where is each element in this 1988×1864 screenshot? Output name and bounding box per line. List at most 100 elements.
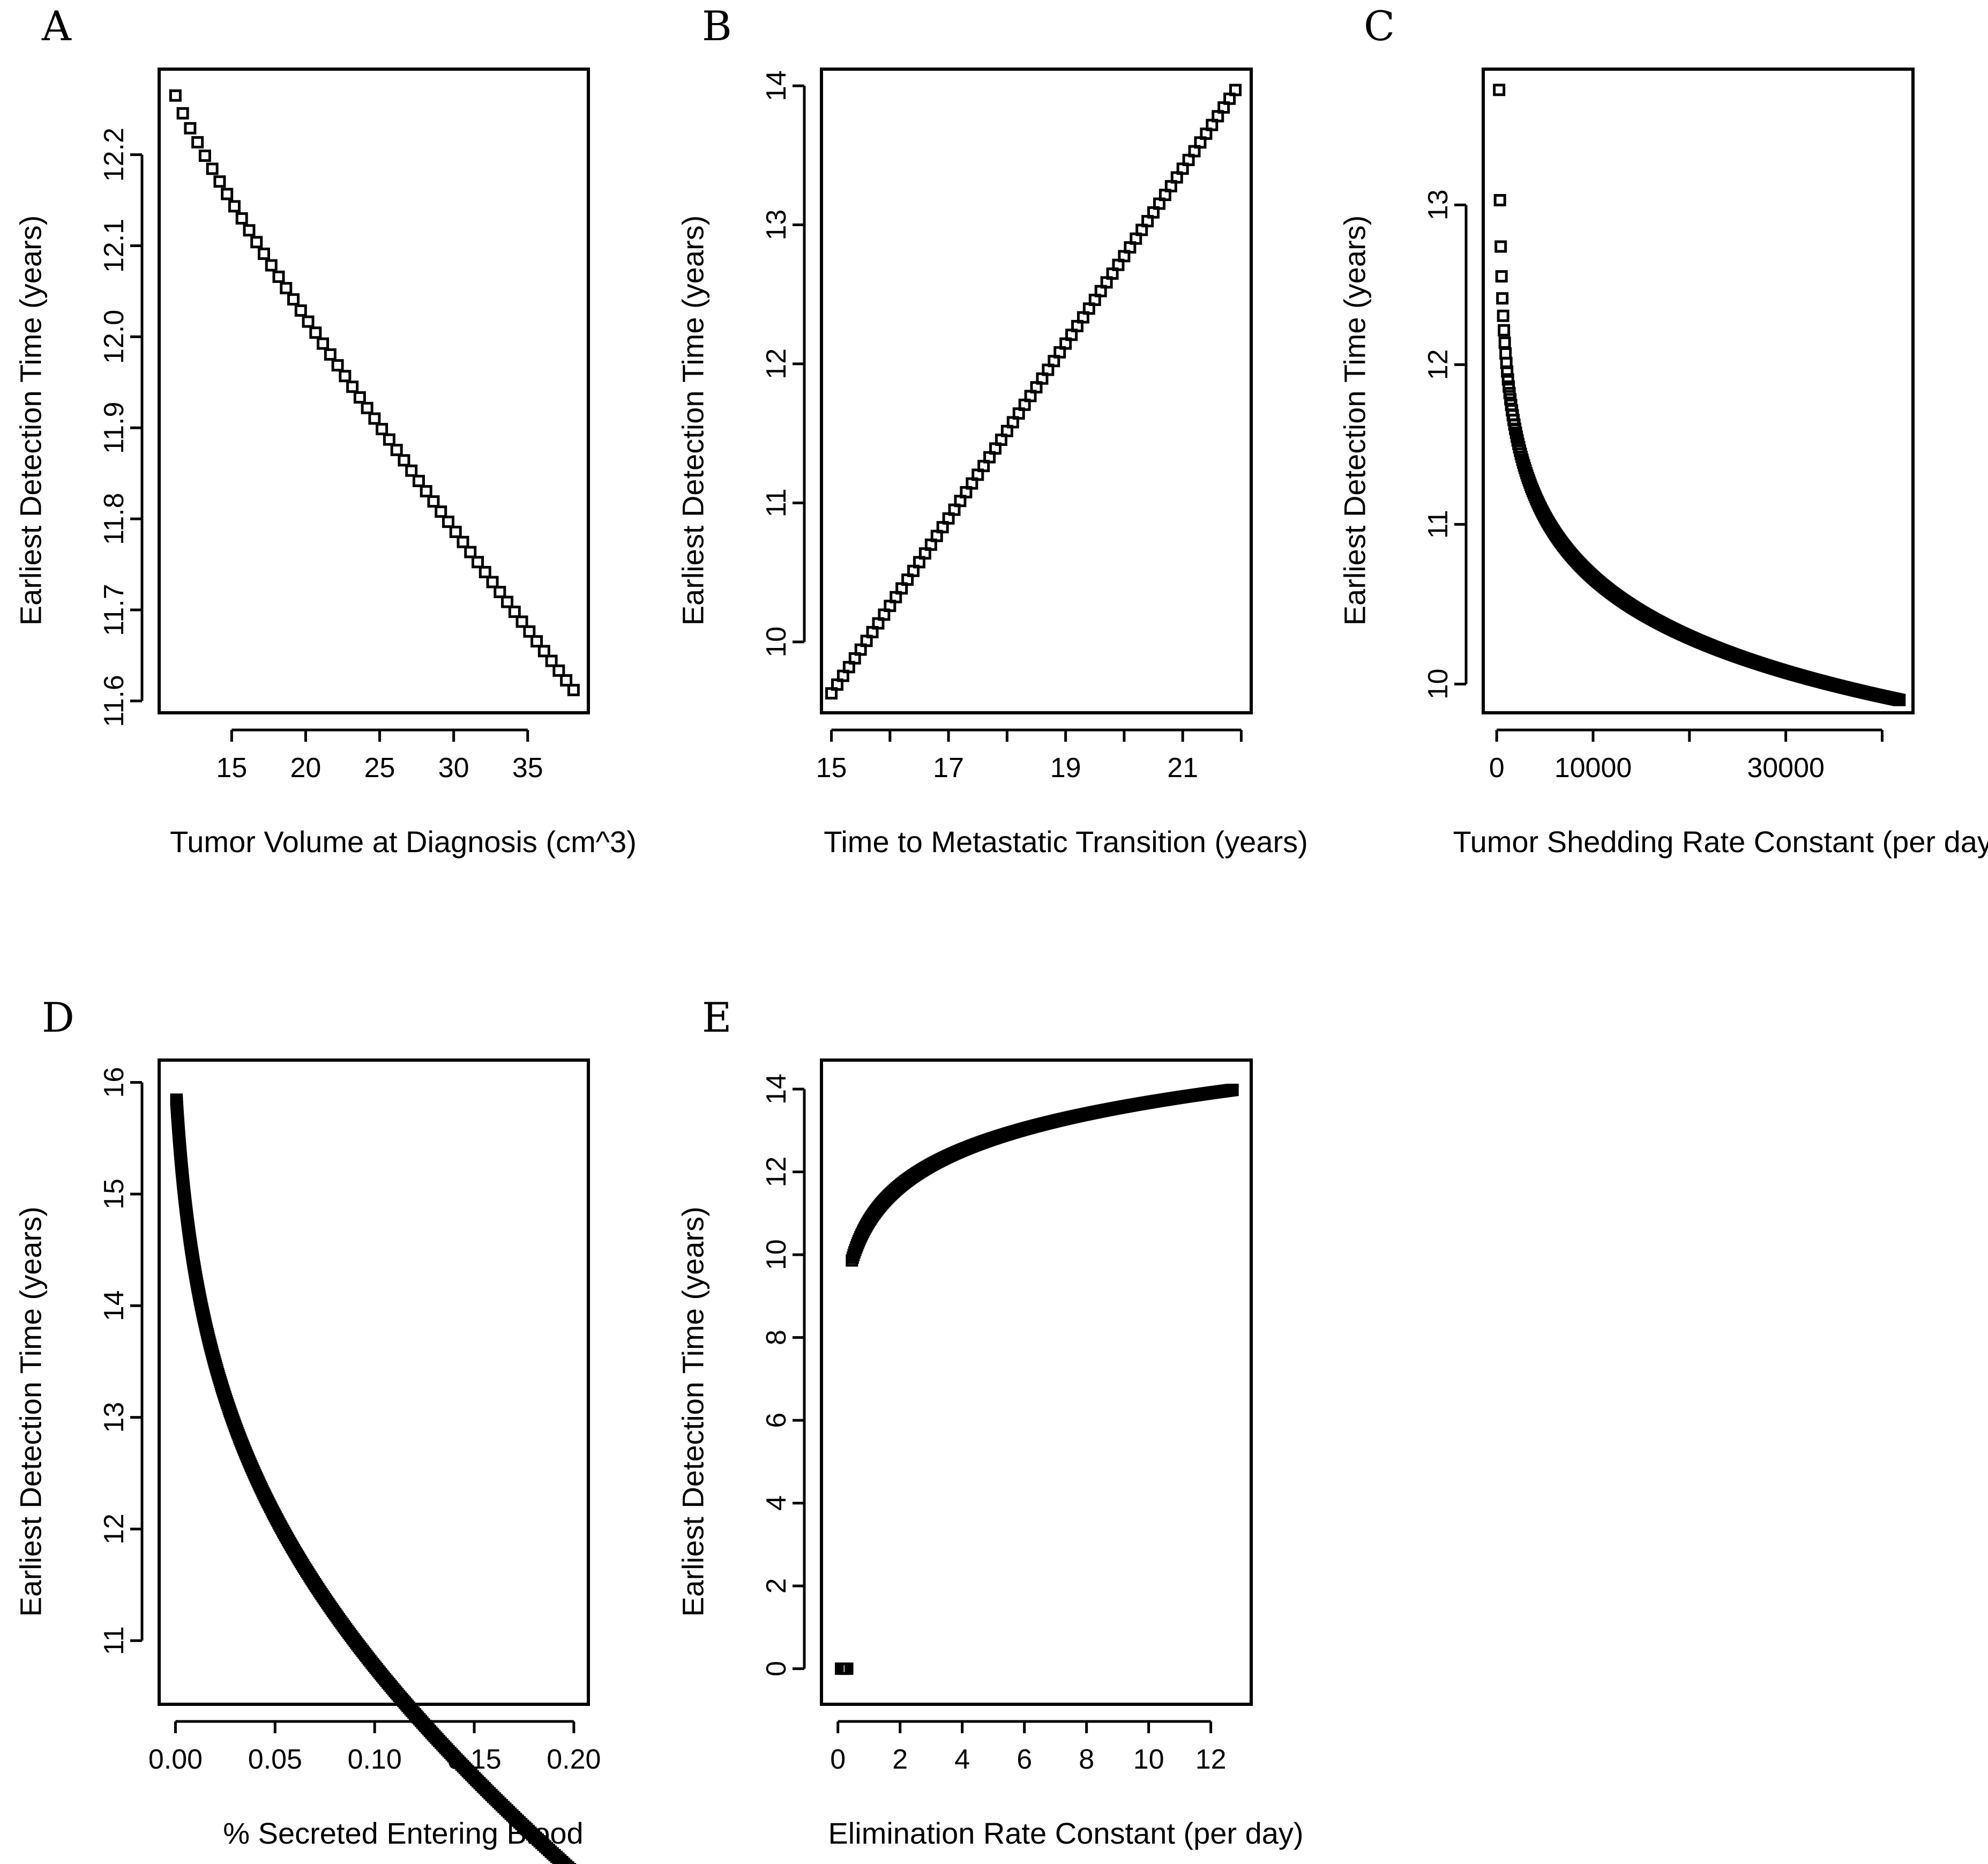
data-point xyxy=(235,212,248,225)
data-point xyxy=(537,645,550,658)
data-point xyxy=(560,674,573,687)
data-point xyxy=(184,122,197,135)
y-tick-label: 12 xyxy=(99,1513,130,1545)
y-tick-label: 14 xyxy=(761,70,792,101)
y-tick-label: 14 xyxy=(761,1073,792,1105)
data-point xyxy=(464,546,477,558)
x-tick-label: 12 xyxy=(1195,1744,1227,1775)
panel-b: B 15 17 19 21 10 11 12 13 14 Time to Metastatic Tr… xyxy=(676,2,1308,859)
data-point xyxy=(324,348,337,361)
x-tick-label: 21 xyxy=(1167,752,1198,784)
data-point xyxy=(427,495,440,508)
y-axis-label: Earliest Detection Time (years) xyxy=(14,215,48,626)
data-point xyxy=(272,270,285,283)
data-point xyxy=(552,664,565,677)
data-point xyxy=(221,188,234,200)
data-point xyxy=(257,248,270,260)
y-tick-label: 11 xyxy=(1423,510,1454,539)
data-point xyxy=(420,485,432,498)
panel-e: E 0 2 4 6 8 10 12 0 2 4 6 8 10 12 14 Elimination Rate Co… xyxy=(676,994,1304,1850)
y-tick-label: 12 xyxy=(761,348,792,379)
data-point xyxy=(169,89,182,102)
data-point xyxy=(383,433,395,446)
data-point xyxy=(206,162,219,175)
x-tick-label: 25 xyxy=(364,752,395,784)
data-point xyxy=(435,505,447,518)
data-point xyxy=(567,684,580,697)
x-tick-label: 6 xyxy=(1017,1744,1032,1775)
data-series xyxy=(1493,84,1906,706)
data-point xyxy=(1226,1084,1239,1097)
x-tick-label: 15 xyxy=(216,752,247,784)
data-point xyxy=(545,654,558,667)
data-point xyxy=(228,200,241,213)
y-tick-label: 12.1 xyxy=(99,219,130,273)
plot-frame xyxy=(158,1058,590,1706)
x-tick-label: 20 xyxy=(290,752,322,784)
data-point xyxy=(376,423,388,436)
data-point xyxy=(841,1662,854,1675)
panel-c: C 0 10000 30000 10 11 12 13 Tumor Shedding Rate … xyxy=(1338,2,1988,859)
x-tick-label: 8 xyxy=(1079,1744,1094,1775)
plot-frame xyxy=(820,1058,1253,1706)
x-tick-label: 0 xyxy=(1489,752,1505,784)
y-tick-label: 11.8 xyxy=(99,493,130,545)
data-point xyxy=(302,315,315,328)
y-tick-label: 11.7 xyxy=(99,584,130,636)
x-tick-label: 0.10 xyxy=(348,1744,402,1775)
data-point xyxy=(1229,84,1242,96)
x-tick-label: 0.00 xyxy=(148,1744,203,1775)
data-point xyxy=(472,556,484,569)
x-axis-label: % Secreted Entering Blood xyxy=(223,1816,583,1850)
data-point xyxy=(1498,336,1511,349)
data-point xyxy=(530,635,543,648)
data-point xyxy=(346,381,359,393)
data-point xyxy=(309,326,322,339)
data-point xyxy=(457,535,469,548)
data-point xyxy=(1499,347,1512,360)
plot-frame xyxy=(1482,68,1915,714)
x-tick-label: 15 xyxy=(816,752,847,784)
x-tick-label: 10 xyxy=(1133,1744,1164,1775)
data-series xyxy=(169,89,580,697)
data-point xyxy=(501,595,514,608)
y-tick-label: 12 xyxy=(761,1157,792,1188)
y-tick-label: 8 xyxy=(761,1330,792,1345)
y-axis-label: Earliest Detection Time (years) xyxy=(676,1206,710,1617)
y-tick-label: 12 xyxy=(1423,349,1454,380)
data-point xyxy=(1495,270,1508,283)
panel-d: D 0.00 0.05 0.10 0.15 0.20 11 12 13 14 15 16 % Secre… xyxy=(14,994,601,1864)
data-point xyxy=(494,586,506,599)
data-point xyxy=(1503,380,1515,393)
y-tick-label: 13 xyxy=(1423,189,1454,220)
y-axis-label: Earliest Detection Time (years) xyxy=(1338,215,1372,626)
data-point xyxy=(287,293,300,306)
y-tick-label: 15 xyxy=(99,1179,130,1210)
data-point xyxy=(412,474,425,487)
data-series xyxy=(170,1093,577,1864)
data-point xyxy=(1496,292,1509,305)
x-tick-label: 19 xyxy=(1050,752,1081,784)
data-point xyxy=(353,391,366,404)
data-point xyxy=(213,175,226,188)
data-point xyxy=(191,136,204,148)
x-axis-label: Tumor Volume at Diagnosis (cm^3) xyxy=(170,825,637,859)
y-tick-label: 12.0 xyxy=(99,310,130,364)
y-tick-label: 2 xyxy=(761,1578,792,1594)
data-point xyxy=(361,401,373,414)
data-series xyxy=(835,1084,1239,1675)
plot-frame xyxy=(820,68,1253,714)
y-axis-label: Earliest Detection Time (years) xyxy=(14,1206,48,1617)
data-point xyxy=(562,1861,574,1864)
panel-letter: E xyxy=(702,994,731,1041)
data-point xyxy=(523,625,536,638)
data-point xyxy=(243,224,256,237)
data-series xyxy=(825,84,1242,700)
data-point xyxy=(250,236,263,249)
x-axis-label: Tumor Shedding Rate Constant (per day) xyxy=(1453,825,1988,859)
y-tick-label: 6 xyxy=(761,1413,792,1428)
y-tick-label: 0 xyxy=(761,1661,792,1676)
panel-letter: B xyxy=(702,2,732,50)
x-tick-label: 30000 xyxy=(1747,752,1825,784)
